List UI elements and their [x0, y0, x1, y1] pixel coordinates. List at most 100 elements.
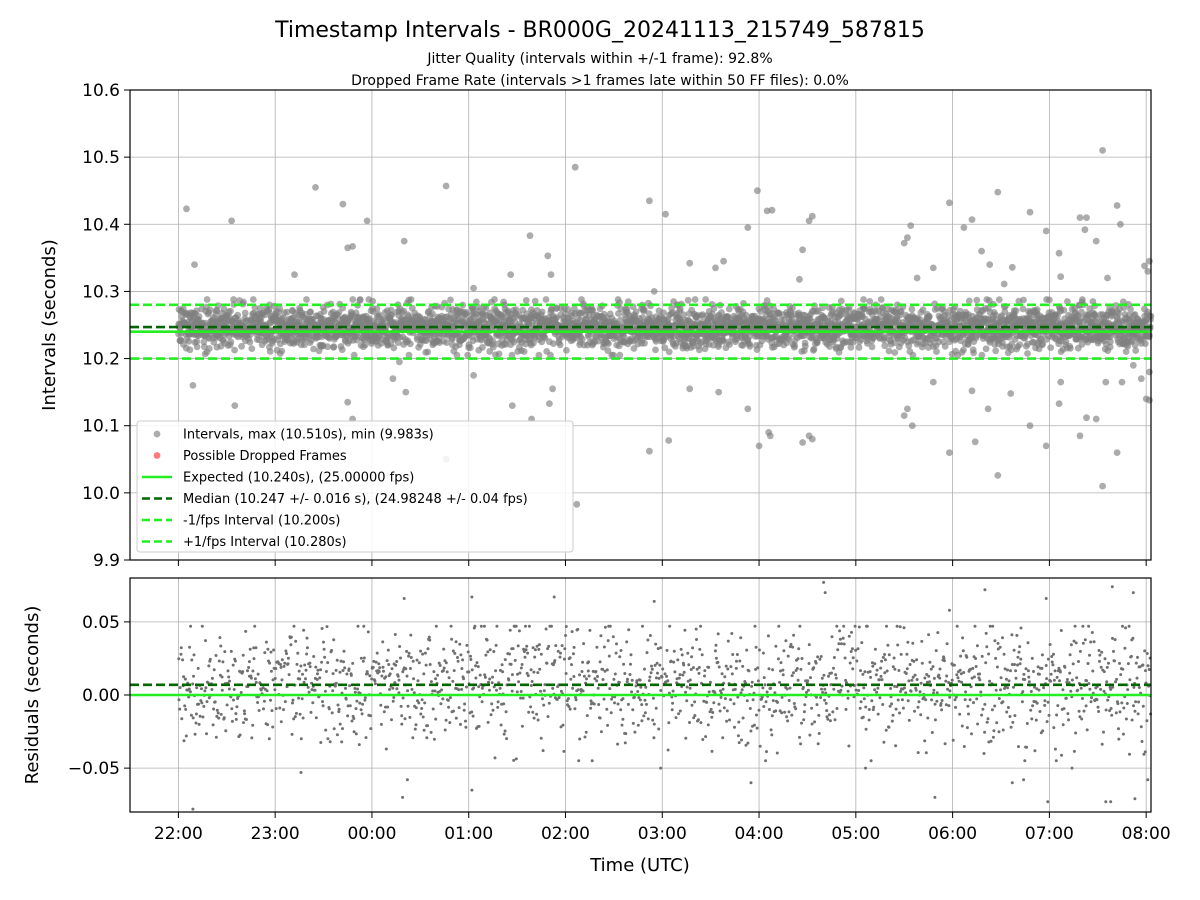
interval-outlier-point	[744, 405, 752, 413]
residual-point	[399, 704, 403, 708]
residual-point	[252, 657, 256, 661]
residual-point	[628, 673, 632, 676]
residual-point	[338, 670, 342, 674]
residual-point	[696, 718, 700, 722]
residual-point	[819, 655, 823, 658]
residual-point	[580, 670, 584, 673]
residual-point	[220, 675, 224, 679]
residual-point	[870, 699, 874, 703]
residual-point	[770, 714, 774, 718]
residual-point	[691, 646, 695, 650]
residual-point	[205, 732, 208, 736]
residual-point	[816, 655, 820, 659]
residual-point	[373, 679, 377, 683]
residual-point	[214, 654, 218, 657]
residual-point	[285, 652, 288, 656]
residual-point	[786, 719, 790, 723]
residual-point	[557, 696, 561, 699]
interval-outlier-point	[968, 216, 976, 224]
residual-point	[295, 662, 299, 666]
residual-point	[184, 734, 188, 738]
intervals-reference-lines	[130, 303, 1151, 360]
interval-outlier-point	[1117, 220, 1124, 228]
interval-point	[530, 339, 537, 347]
residual-point	[593, 677, 597, 681]
residual-point	[735, 659, 738, 663]
residual-point	[645, 702, 648, 706]
residual-point	[248, 647, 252, 651]
residual-point	[576, 688, 580, 692]
residual-point	[821, 690, 825, 694]
interval-point	[690, 342, 698, 350]
interval-point	[676, 305, 684, 313]
residual-point	[353, 687, 357, 690]
residual-point	[271, 678, 275, 682]
residual-point	[344, 697, 348, 701]
residual-point	[796, 657, 800, 661]
residual-point	[249, 676, 253, 680]
residual-point	[352, 717, 356, 720]
residual-point	[342, 649, 346, 653]
interval-outlier-point	[904, 234, 911, 242]
residual-point	[353, 690, 357, 694]
residual-point	[794, 707, 798, 711]
residual-point	[864, 727, 868, 731]
residual-point	[446, 698, 450, 702]
residual-point	[516, 672, 519, 676]
residual-point	[416, 679, 420, 683]
residual-point	[650, 664, 653, 668]
residual-point	[723, 697, 727, 701]
residual-point	[710, 715, 714, 719]
residual-point	[643, 667, 646, 671]
residual-point	[313, 688, 317, 692]
interval-point	[855, 344, 863, 351]
interval-point	[877, 296, 885, 303]
residual-point	[896, 643, 900, 647]
residual-point	[226, 669, 230, 673]
residual-point	[798, 624, 802, 628]
interval-point	[1066, 344, 1074, 352]
residual-point	[239, 691, 243, 694]
residual-point	[498, 668, 502, 672]
interval-point	[185, 337, 193, 345]
interval-point	[1064, 298, 1071, 305]
residual-point	[769, 686, 773, 690]
residual-point	[345, 672, 349, 676]
residual-point	[253, 677, 257, 681]
residual-point	[536, 718, 540, 722]
interval-outlier-point	[231, 402, 239, 409]
residual-point	[875, 668, 879, 672]
interval-point	[847, 343, 855, 351]
interval-point	[246, 338, 254, 346]
residual-point	[720, 672, 724, 676]
residual-point	[343, 666, 347, 670]
residual-point	[493, 756, 497, 760]
residual-point	[207, 664, 211, 668]
interval-point	[620, 332, 628, 340]
residual-point	[283, 700, 287, 704]
residual-point	[252, 646, 256, 650]
residual-point	[386, 705, 390, 709]
residual-point	[880, 678, 884, 682]
residual-point	[699, 624, 703, 628]
residual-point	[648, 634, 652, 637]
residual-point	[894, 744, 898, 748]
interval-outlier-point	[994, 472, 1002, 479]
residual-point	[666, 748, 670, 752]
residual-point	[805, 690, 808, 694]
residual-point	[198, 714, 202, 718]
interval-point	[520, 348, 528, 355]
interval-outlier-point	[547, 271, 555, 278]
residual-point	[535, 644, 539, 648]
residual-point	[850, 647, 854, 651]
residual-point	[815, 695, 818, 699]
residual-point	[261, 686, 265, 690]
residual-point	[631, 708, 635, 712]
residual-point	[832, 666, 835, 670]
residual-point	[212, 668, 216, 672]
residual-point	[749, 729, 753, 733]
residual-point	[410, 687, 414, 691]
residual-point	[354, 707, 358, 711]
residual-point	[338, 722, 342, 726]
residual-point	[299, 664, 303, 668]
